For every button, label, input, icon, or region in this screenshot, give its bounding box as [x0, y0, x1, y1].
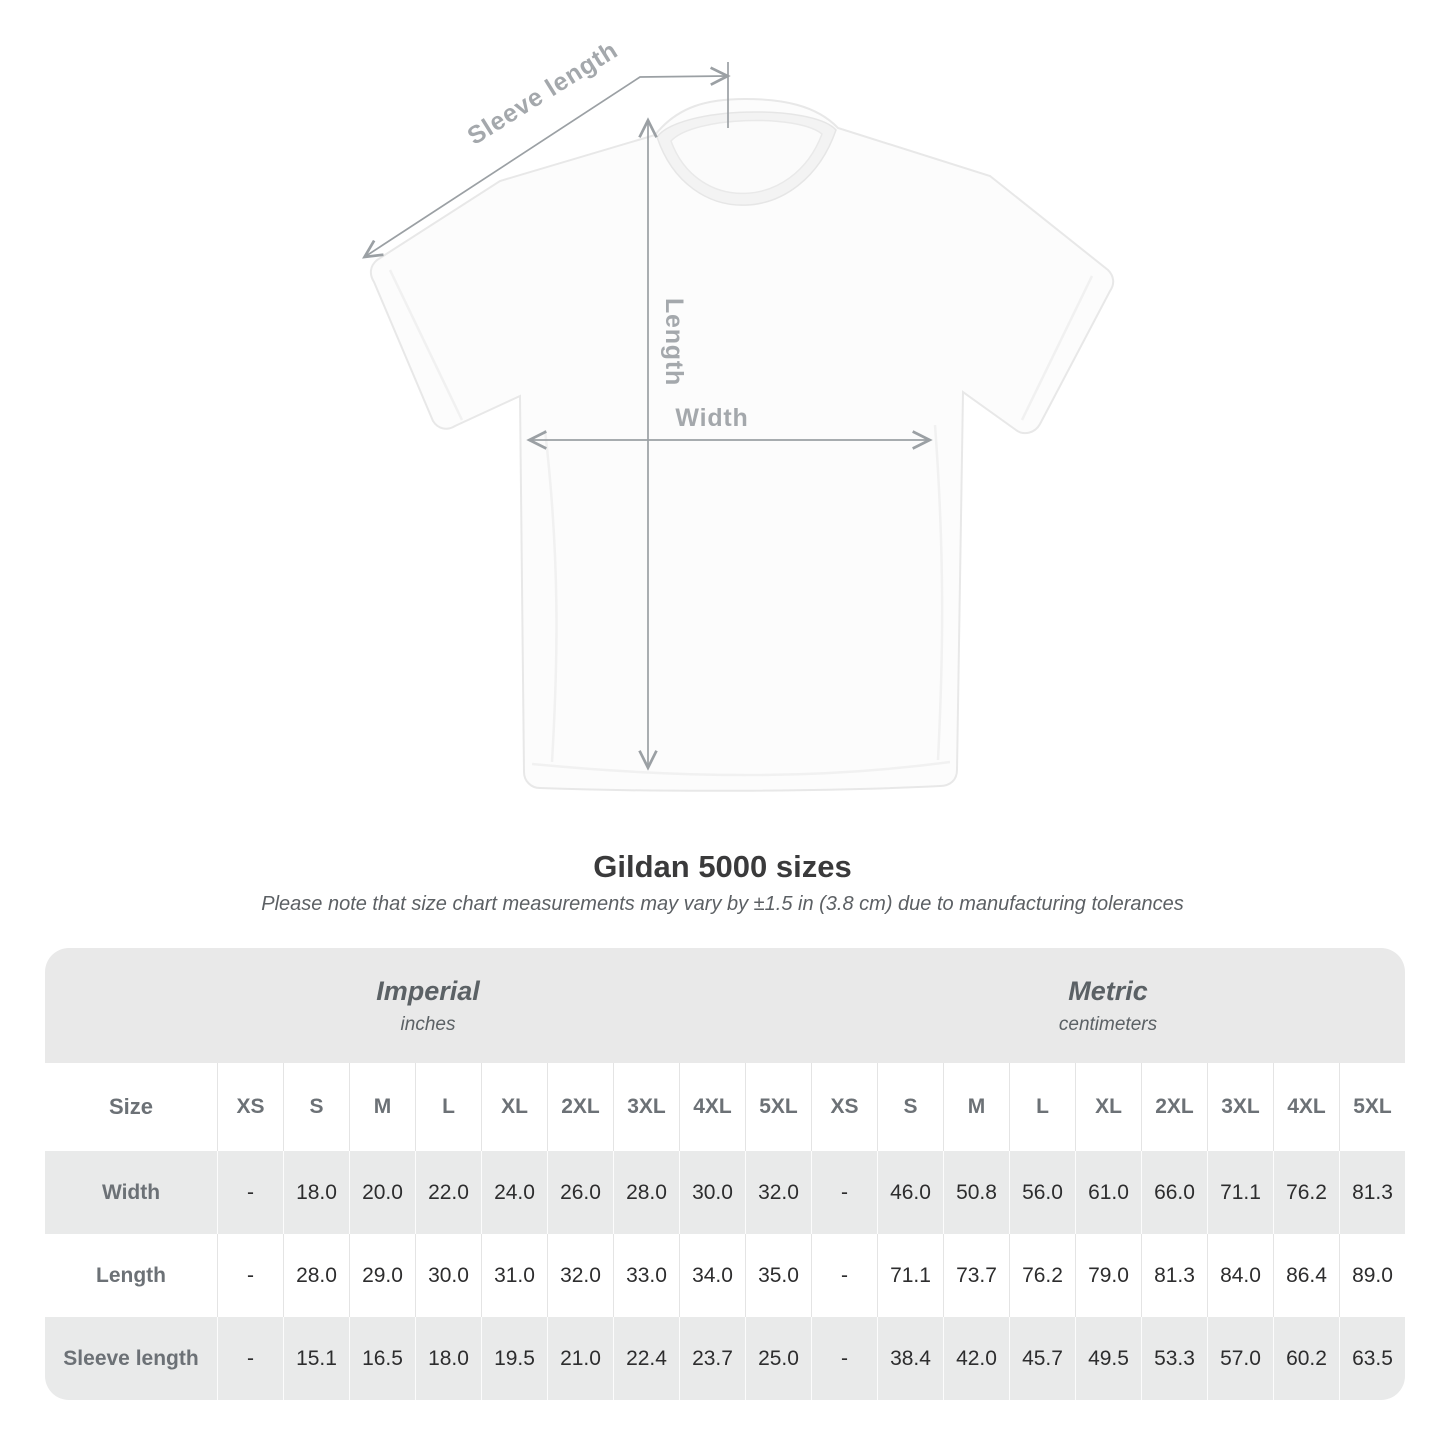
- sleeve-length-label: Sleeve length: [463, 36, 623, 151]
- metric-value-cell: 56.0: [1009, 1151, 1075, 1234]
- metric-value-cell: 81.3: [1339, 1151, 1405, 1234]
- metric-unit-label: centimeters: [1058, 1013, 1158, 1035]
- metric-value-cell: 50.8: [943, 1151, 1009, 1234]
- imperial-value-cell: 15.1: [283, 1317, 349, 1400]
- metric-size-header: XS: [811, 1063, 877, 1151]
- size-header-cell: Size: [45, 1063, 217, 1151]
- fabric-fold-lines: [388, 269, 1094, 777]
- metric-label: Metric: [1068, 975, 1148, 1006]
- metric-size-header: L: [1009, 1063, 1075, 1151]
- imperial-size-header: 2XL: [547, 1063, 613, 1151]
- imperial-value-cell: -: [217, 1234, 283, 1317]
- metric-value-cell: 86.4: [1273, 1234, 1339, 1317]
- length-label: Length: [660, 298, 688, 386]
- metric-size-header: 4XL: [1273, 1063, 1339, 1151]
- imperial-value-cell: 28.0: [283, 1234, 349, 1317]
- imperial-size-header: S: [283, 1063, 349, 1151]
- imperial-size-header: XS: [217, 1063, 283, 1151]
- metric-value-cell: 42.0: [943, 1317, 1009, 1400]
- metric-size-header: XL: [1075, 1063, 1141, 1151]
- row-label: Sleeve length: [45, 1317, 217, 1400]
- metric-value-cell: 76.2: [1273, 1151, 1339, 1234]
- imperial-size-header: L: [415, 1063, 481, 1151]
- metric-value-cell: 46.0: [877, 1151, 943, 1234]
- imperial-value-cell: 25.0: [745, 1317, 811, 1400]
- metric-value-cell: 73.7: [943, 1234, 1009, 1317]
- metric-size-header: 5XL: [1339, 1063, 1405, 1151]
- metric-value-cell: 57.0: [1207, 1317, 1273, 1400]
- metric-value-cell: 61.0: [1075, 1151, 1141, 1234]
- imperial-value-cell: 18.0: [415, 1317, 481, 1400]
- imperial-value-cell: -: [217, 1317, 283, 1400]
- metric-value-cell: 84.0: [1207, 1234, 1273, 1317]
- metric-value-cell: 71.1: [877, 1234, 943, 1317]
- metric-size-header: 2XL: [1141, 1063, 1207, 1151]
- imperial-value-cell: 16.5: [349, 1317, 415, 1400]
- metric-value-cell: 79.0: [1075, 1234, 1141, 1317]
- imperial-group-header: Imperial inches: [45, 948, 811, 1063]
- imperial-label: Imperial: [376, 975, 480, 1006]
- metric-value-cell: 66.0: [1141, 1151, 1207, 1234]
- sleeve-length-arrow: [362, 66, 731, 259]
- metric-group-header: Metric centimeters: [811, 948, 1405, 1063]
- imperial-size-header: XL: [481, 1063, 547, 1151]
- tshirt-diagram: Sleeve length Length Width: [362, 36, 1115, 792]
- imperial-value-cell: 33.0: [613, 1234, 679, 1317]
- metric-value-cell: 63.5: [1339, 1317, 1405, 1400]
- imperial-size-header: 5XL: [745, 1063, 811, 1151]
- imperial-value-cell: 30.0: [415, 1234, 481, 1317]
- imperial-size-header: M: [349, 1063, 415, 1151]
- tolerance-note: Please note that size chart measurements…: [261, 893, 1184, 915]
- imperial-value-cell: 21.0: [547, 1317, 613, 1400]
- metric-value-cell: -: [811, 1317, 877, 1400]
- imperial-value-cell: -: [217, 1151, 283, 1234]
- row-label: Length: [45, 1234, 217, 1317]
- metric-value-cell: 49.5: [1075, 1317, 1141, 1400]
- metric-size-header: S: [877, 1063, 943, 1151]
- imperial-value-cell: 28.0: [613, 1151, 679, 1234]
- imperial-size-header: 4XL: [679, 1063, 745, 1151]
- imperial-value-cell: 35.0: [745, 1234, 811, 1317]
- imperial-value-cell: 32.0: [547, 1234, 613, 1317]
- metric-size-header: M: [943, 1063, 1009, 1151]
- page-title: Gildan 5000 sizes: [593, 849, 852, 884]
- metric-value-cell: 71.1: [1207, 1151, 1273, 1234]
- imperial-value-cell: 32.0: [745, 1151, 811, 1234]
- imperial-value-cell: 24.0: [481, 1151, 547, 1234]
- imperial-value-cell: 31.0: [481, 1234, 547, 1317]
- metric-value-cell: 60.2: [1273, 1317, 1339, 1400]
- metric-value-cell: 38.4: [877, 1317, 943, 1400]
- row-label: Width: [45, 1151, 217, 1234]
- metric-value-cell: 81.3: [1141, 1234, 1207, 1317]
- imperial-value-cell: 26.0: [547, 1151, 613, 1234]
- imperial-unit-label: inches: [400, 1013, 456, 1035]
- imperial-size-header: 3XL: [613, 1063, 679, 1151]
- imperial-value-cell: 23.7: [679, 1317, 745, 1400]
- imperial-value-cell: 22.0: [415, 1151, 481, 1234]
- metric-value-cell: -: [811, 1234, 877, 1317]
- metric-value-cell: -: [811, 1151, 877, 1234]
- metric-value-cell: 89.0: [1339, 1234, 1405, 1317]
- imperial-value-cell: 30.0: [679, 1151, 745, 1234]
- imperial-value-cell: 29.0: [349, 1234, 415, 1317]
- size-table: Imperial inches Metric centimeters Size X…: [45, 948, 1405, 1400]
- metric-value-cell: 76.2: [1009, 1234, 1075, 1317]
- metric-value-cell: 53.3: [1141, 1317, 1207, 1400]
- metric-size-header: 3XL: [1207, 1063, 1273, 1151]
- width-label: Width: [675, 404, 748, 432]
- imperial-value-cell: 22.4: [613, 1317, 679, 1400]
- imperial-value-cell: 34.0: [679, 1234, 745, 1317]
- imperial-value-cell: 20.0: [349, 1151, 415, 1234]
- imperial-value-cell: 18.0: [283, 1151, 349, 1234]
- imperial-value-cell: 19.5: [481, 1317, 547, 1400]
- metric-value-cell: 45.7: [1009, 1317, 1075, 1400]
